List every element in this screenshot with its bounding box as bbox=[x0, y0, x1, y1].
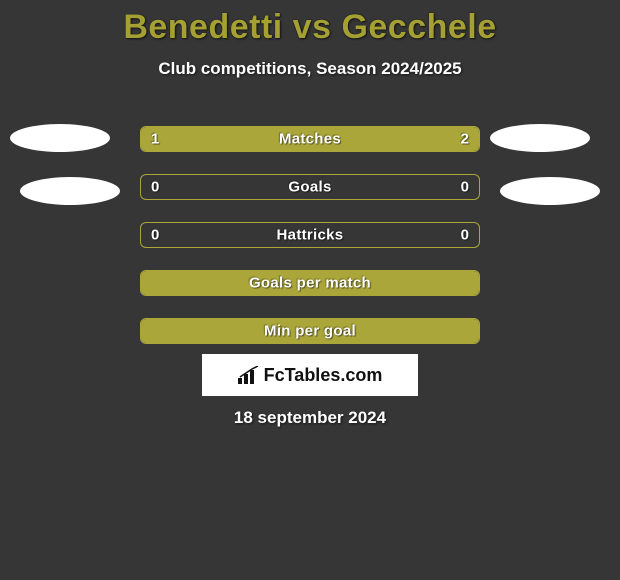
row-label: Hattricks bbox=[141, 227, 479, 244]
comparison-row: 0 0Goals bbox=[140, 174, 480, 200]
placeholder-ellipse bbox=[20, 177, 120, 205]
comparison-bars: 12Matches00Goals00HattricksGoals per mat… bbox=[140, 126, 480, 366]
placeholder-ellipse bbox=[10, 124, 110, 152]
date-label: 18 september 2024 bbox=[0, 408, 620, 428]
bar-fill bbox=[141, 271, 479, 295]
page-title: Benedetti vs Gecchele bbox=[0, 0, 620, 47]
logo-text: FcTables.com bbox=[264, 365, 383, 386]
bar-fill bbox=[141, 319, 479, 343]
value-left: 0 bbox=[151, 227, 159, 244]
comparison-row: Goals per match bbox=[140, 270, 480, 296]
bar-fill-right bbox=[253, 127, 479, 151]
bars-icon bbox=[238, 366, 260, 384]
value-left: 0 bbox=[151, 179, 159, 196]
logo: FcTables.com bbox=[238, 365, 383, 386]
comparison-row: 12Matches bbox=[140, 126, 480, 152]
logo-box: FcTables.com bbox=[202, 354, 418, 396]
stats-card: Benedetti vs Gecchele Club competitions,… bbox=[0, 0, 620, 580]
comparison-row: 0 0Hattricks bbox=[140, 222, 480, 248]
comparison-row: Min per goal bbox=[140, 318, 480, 344]
row-label: Goals bbox=[141, 179, 479, 196]
value-right: 0 bbox=[461, 179, 469, 196]
value-right: 0 bbox=[461, 227, 469, 244]
page-subtitle: Club competitions, Season 2024/2025 bbox=[0, 59, 620, 79]
placeholder-ellipse bbox=[490, 124, 590, 152]
bar-fill-left bbox=[141, 127, 253, 151]
placeholder-ellipse bbox=[500, 177, 600, 205]
